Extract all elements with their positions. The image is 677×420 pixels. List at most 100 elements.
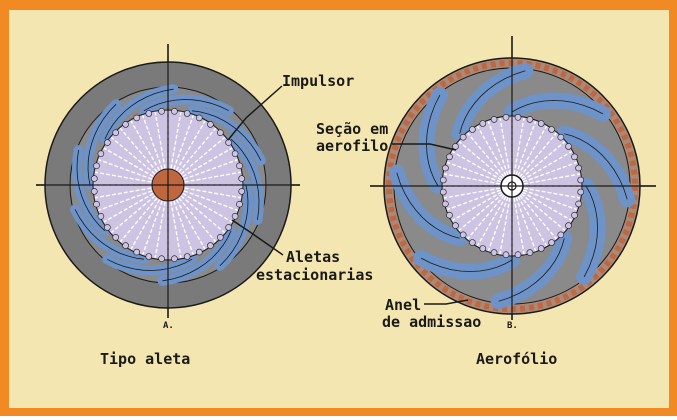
impeller-blade (523, 173, 581, 185)
figure-b-letter: B. (507, 321, 518, 331)
impeller-tip (236, 200, 243, 208)
impeller-tip (452, 222, 459, 229)
impeller-blade (499, 197, 511, 255)
impeller-tip (217, 234, 224, 241)
impeller-tip (502, 114, 510, 121)
impeller-blade (499, 117, 511, 175)
impeller-blade (180, 195, 226, 234)
impeller-blade (451, 191, 502, 222)
diffuser-vane-outline (162, 230, 232, 282)
impeller-label: Impulsor (282, 72, 354, 90)
impeller-tip (442, 200, 449, 208)
impeller-tip (122, 242, 129, 249)
impeller-blade (175, 120, 206, 171)
diffuser-vane-outline (143, 99, 229, 112)
impeller-tip (225, 139, 232, 146)
impeller-blade (522, 150, 573, 181)
impeller-tip (238, 175, 245, 182)
impeller-tip (112, 129, 119, 136)
impeller-tip (196, 114, 203, 122)
impeller-blade (103, 192, 154, 223)
impeller-tip (452, 143, 459, 150)
impeller-blade (520, 141, 566, 179)
impeller-tip (490, 116, 498, 123)
impeller-blade (178, 127, 217, 173)
impeller-tip (439, 176, 447, 184)
ring-label-line1: Anel (385, 296, 421, 314)
impeller-tip (171, 108, 178, 115)
airfoil-label-line1: Seção em (316, 120, 388, 138)
impeller-tip (145, 110, 153, 117)
impeller-tip (548, 239, 555, 246)
impeller-blade (170, 111, 182, 169)
impeller-tip (439, 188, 447, 196)
impeller-tip (183, 110, 191, 117)
impeller-tip (502, 251, 510, 258)
impeller-blade (451, 150, 502, 181)
impeller-leader-line (227, 85, 283, 141)
impeller-blade (154, 111, 166, 169)
impeller-blade (523, 161, 578, 183)
impeller-blade (183, 190, 238, 211)
diffuser-vane-outline (104, 88, 174, 140)
impeller-blades-group (91, 108, 245, 263)
diffuser-vane-outline (192, 110, 262, 161)
diffuser-vane-outline (219, 184, 249, 267)
airfoil-label-line2: aerofilo (316, 137, 388, 155)
impeller-tip (548, 126, 555, 133)
impeller-tip (145, 253, 153, 260)
impeller-blade (130, 120, 161, 171)
impeller-tip (207, 121, 214, 128)
impeller-tip (112, 234, 119, 241)
airfoil-leader-line (392, 143, 457, 151)
diffuser-vane-outline (74, 209, 144, 260)
impeller-tip (158, 108, 165, 115)
impeller-blade (513, 197, 525, 255)
impeller-blade (103, 147, 154, 178)
impeller-tip (97, 213, 105, 220)
impeller-tip (479, 245, 487, 252)
impeller-blade (523, 189, 578, 211)
impeller-tip (446, 153, 453, 161)
impeller-tip (537, 245, 545, 252)
impeller-blade (142, 115, 163, 170)
impeller-tip (93, 162, 100, 170)
impeller-blade (110, 195, 156, 234)
impeller-tip (575, 164, 582, 172)
impeller-blade (180, 136, 226, 175)
impeller-blade (98, 159, 153, 180)
diffuser-vane-outline (564, 133, 628, 200)
impeller-tip (571, 211, 578, 219)
impeller-tip (577, 176, 585, 184)
impeller-tip (442, 164, 449, 172)
diffuser-vane-outline (76, 150, 106, 232)
impeller-blade (458, 141, 504, 179)
impeller-blade (515, 120, 537, 175)
impeller-blade (467, 132, 505, 178)
impeller-blade (184, 171, 242, 183)
impeller-blade (522, 191, 573, 222)
impeller-blade (515, 197, 537, 252)
impeller-blade (182, 192, 233, 223)
impeller-tip (104, 224, 111, 231)
diffuser-vane-outline (511, 100, 604, 115)
impeller-blade (173, 115, 194, 170)
diffuser-vane-outline (498, 238, 565, 302)
impeller-tip (526, 249, 534, 256)
diffuser-vane-outline (583, 185, 598, 278)
impeller-tip (196, 248, 203, 256)
impeller-blade (182, 147, 233, 178)
ring-label-line2: de admissao (382, 313, 481, 331)
impeller-tip (469, 239, 476, 246)
impeller-blade (517, 125, 548, 176)
airfoil-type-diffuser-figure: Seção em aerofilo Anel de admissao B. Ae… (316, 36, 656, 368)
impeller-tip (459, 133, 467, 141)
impeller-blade (154, 201, 166, 259)
impeller-blade (94, 171, 152, 183)
impeller-tip (565, 222, 572, 229)
impeller-blade (487, 197, 509, 252)
impeller-blade (110, 136, 156, 175)
impeller-tip (238, 188, 245, 195)
impeller-tip (231, 213, 239, 220)
